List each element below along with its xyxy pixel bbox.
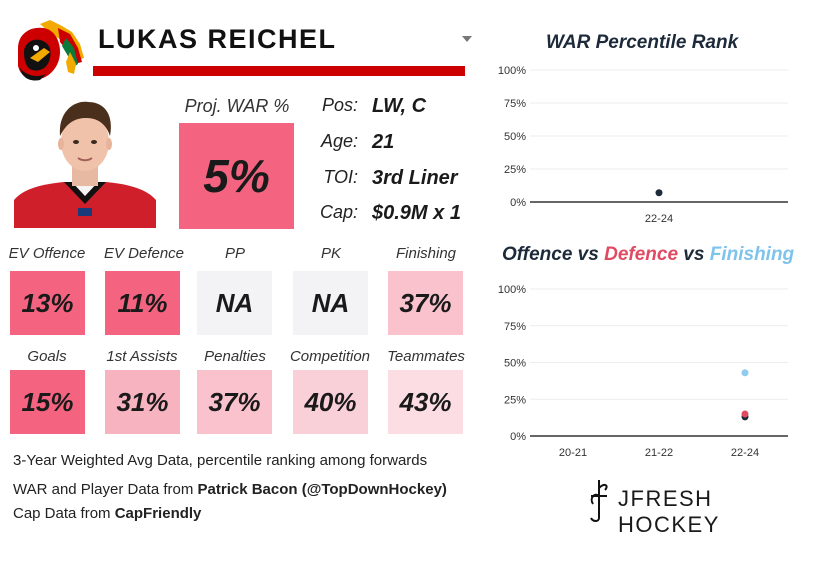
- cap-label: Cap:: [319, 202, 358, 222]
- footer-war-source-name: Patrick Bacon (@TopDownHockey): [197, 481, 447, 498]
- player-name: LUKAS REICHEL: [98, 24, 337, 54]
- footer-cap-prefix: Cap Data from: [13, 505, 115, 522]
- chart2-point-finishing: [741, 369, 749, 377]
- footer-note: 3-Year Weighted Avg Data, percentile ran…: [13, 452, 428, 469]
- toi-value: 3rd Liner: [372, 167, 458, 189]
- stat-label-competition: Competition: [289, 348, 371, 365]
- chart1-y-tick-label: 25%: [504, 164, 526, 176]
- footer-war-prefix: WAR and Player Data from: [13, 481, 198, 498]
- age-label: Age:: [320, 131, 358, 151]
- chart2-title: Offence vs Defence vs Finishing: [502, 244, 794, 266]
- chart1-title: WAR Percentile Rank: [546, 32, 739, 53]
- proj-war-value: 5%: [179, 123, 294, 229]
- stat-label-pp: PP: [224, 245, 245, 262]
- age-value: 21: [372, 131, 395, 153]
- blackhawks-logo: [18, 20, 84, 81]
- chart1-y-tick-label: 50%: [504, 131, 526, 143]
- war-percentile-chart: 100% 75% 50% 25% 0% 22-24: [498, 65, 788, 225]
- chart2-title-vs1: vs: [572, 244, 605, 265]
- stat-box-penalties: 37%: [197, 370, 272, 434]
- stat-label-finishing: Finishing: [395, 245, 457, 262]
- chart2-y-tick-label: 100%: [498, 284, 526, 296]
- chart1-y-tick-label: 75%: [504, 98, 526, 110]
- toi-label: TOI:: [323, 167, 358, 187]
- chart1-point-war: [655, 189, 663, 197]
- chart2-x-tick-label: 21-22: [645, 447, 673, 459]
- stat-box-goals: 15%: [10, 370, 85, 434]
- chart2-y-tick-label: 75%: [504, 321, 526, 333]
- stat-box-competition: 40%: [293, 370, 368, 434]
- jfresh-logo-icon: [590, 480, 608, 522]
- brand-name: JFRESH HOCKEY: [618, 486, 720, 537]
- chart2-x-tick-label: 20-21: [559, 447, 587, 459]
- stat-box-ev-offence: 13%: [10, 271, 85, 335]
- chart2-title-defence: Defence: [604, 244, 679, 265]
- stat-box-teammates: 43%: [388, 370, 463, 434]
- header-divider: [93, 66, 465, 76]
- pos-label: Pos:: [321, 95, 358, 115]
- chart2-y-tick-label: 25%: [504, 394, 526, 406]
- stat-box-finishing: 37%: [388, 271, 463, 335]
- chart2-title-offence: Offence: [502, 244, 573, 265]
- offence-defence-finishing-chart: 100% 75% 50% 25% 0% 20-21 21-22 22-24: [498, 284, 788, 459]
- stat-label-pk: PK: [320, 245, 341, 262]
- chevron-down-icon[interactable]: [462, 36, 472, 42]
- chart1-y-tick-label: 100%: [498, 65, 526, 77]
- chart1-y-tick-label: 0%: [510, 197, 526, 209]
- stat-label-teammates: Teammates: [387, 348, 465, 365]
- chart1-x-tick-label: 22-24: [645, 213, 673, 225]
- chart2-y-tick-label: 50%: [504, 358, 526, 370]
- chart2-y-tick-label: 0%: [510, 431, 526, 443]
- chart2-title-finishing: Finishing: [709, 244, 795, 265]
- stat-label-ev-defence: EV Defence: [103, 245, 185, 262]
- proj-war-label: Proj. WAR %: [184, 96, 290, 116]
- chart2-point-defence: [741, 410, 749, 418]
- stat-box-ev-defence: 11%: [105, 271, 180, 335]
- stat-label-penalties: Penalties: [204, 348, 266, 365]
- pos-value: LW, C: [372, 95, 427, 117]
- cap-value: $0.9M x 1: [372, 202, 461, 224]
- player-photo: [14, 92, 156, 228]
- footer-cap-source-name: CapFriendly: [114, 505, 202, 522]
- stat-box-pp: NA: [197, 271, 272, 335]
- stat-label-ev-offence: EV Offence: [8, 245, 86, 262]
- footer-war-source: WAR and Player Data from Patrick Bacon (…: [13, 481, 447, 498]
- chart2-x-tick-label: 22-24: [731, 447, 759, 459]
- chart2-title-vs2: vs: [678, 244, 710, 265]
- stat-box-1st-assists: 31%: [105, 370, 180, 434]
- stat-label-goals: Goals: [27, 348, 67, 365]
- stat-label-1st-assists: 1st Assists: [106, 348, 178, 365]
- stat-box-pk: NA: [293, 271, 368, 335]
- footer-cap-source: Cap Data from CapFriendly: [13, 505, 201, 522]
